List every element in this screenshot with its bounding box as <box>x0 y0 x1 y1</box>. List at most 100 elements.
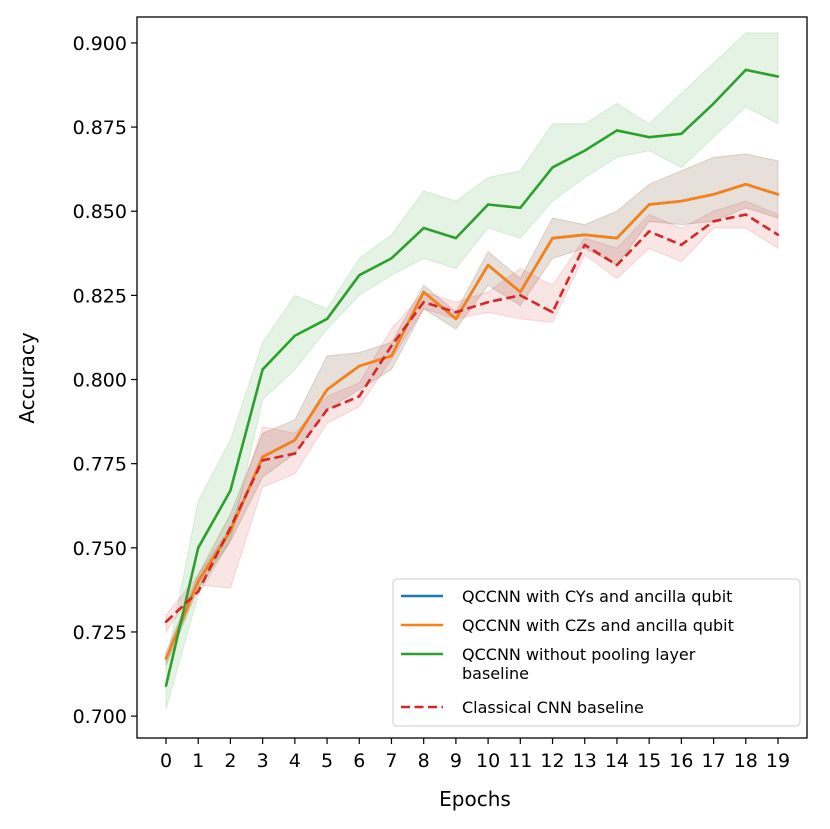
data-point-series-2-x-7 <box>390 257 393 260</box>
y-tick-label-7: 0.875 <box>73 117 127 139</box>
x-tick-label-19: 19 <box>766 750 790 772</box>
data-point-series-2-x-11 <box>519 206 522 210</box>
y-tick-label-1: 0.725 <box>73 622 127 644</box>
data-point-series-2-x-14 <box>615 129 619 132</box>
data-point-series-1-x-10 <box>486 263 490 267</box>
data-point-series-3-x-16 <box>680 243 683 247</box>
data-point-series-1-x-4 <box>293 438 297 442</box>
x-tick-label-17: 17 <box>701 750 725 772</box>
data-point-series-1-x-18 <box>744 183 747 186</box>
data-point-series-1-x-17 <box>712 193 715 196</box>
data-point-series-1-x-6 <box>358 364 361 368</box>
data-point-series-3-x-3 <box>261 459 264 462</box>
legend-box <box>392 578 801 727</box>
data-point-series-2-x-0 <box>164 684 168 688</box>
confidence-band-series-3 <box>165 200 779 634</box>
x-tick-label-4: 4 <box>289 750 301 772</box>
data-point-series-1-x-11 <box>519 290 522 294</box>
legend-label-1: QCCNN with CZs and ancilla qubit <box>462 616 734 635</box>
y-tick-label-4: 0.800 <box>73 370 127 392</box>
data-point-series-3-x-13 <box>583 243 586 247</box>
data-point-series-2-x-19 <box>776 75 780 78</box>
data-point-series-1-x-7 <box>390 354 393 358</box>
confidence-band-series-0 <box>165 153 779 666</box>
data-point-series-3-x-17 <box>712 220 715 223</box>
data-point-series-1-x-0 <box>164 657 168 661</box>
data-point-series-2-x-5 <box>325 317 329 321</box>
data-point-series-1-x-3 <box>261 455 264 459</box>
plot-frame <box>136 16 808 739</box>
x-tick-label-12: 12 <box>540 750 564 772</box>
legend-label-2: QCCNN without pooling layer baseline <box>462 645 696 683</box>
series-line-3 <box>165 213 779 623</box>
data-point-series-1-x-9 <box>454 317 458 321</box>
data-point-series-3-x-5 <box>325 408 329 412</box>
data-point-series-2-x-2 <box>229 489 232 492</box>
x-tick-label-1: 1 <box>192 750 204 772</box>
data-point-series-2-x-12 <box>551 166 554 169</box>
data-point-series-1-x-8 <box>422 290 425 294</box>
series-lines <box>164 68 780 688</box>
x-axis-ticks: 0 1 2 3 4 5 6 7 8 9 10 11 12 13 14 15 16 17 18 19 <box>160 738 790 772</box>
x-axis-title: Epochs <box>439 787 511 811</box>
y-tick-label-3: 0.775 <box>73 454 127 476</box>
data-point-series-3-x-6 <box>358 395 361 398</box>
x-tick-label-3: 3 <box>257 750 269 772</box>
y-tick-label-5: 0.825 <box>73 285 127 307</box>
data-point-series-3-x-9 <box>454 311 458 314</box>
x-tick-label-7: 7 <box>385 750 397 772</box>
legend-label-3: Classical CNN baseline <box>462 698 644 717</box>
data-point-series-3-x-11 <box>519 294 522 297</box>
data-point-series-3-x-14 <box>615 263 619 267</box>
data-point-series-2-x-18 <box>744 68 747 72</box>
data-point-series-3-x-8 <box>422 300 425 304</box>
x-tick-label-18: 18 <box>734 750 758 772</box>
data-point-series-2-x-17 <box>712 102 715 105</box>
y-axis-ticks: 0.700 0.725 0.750 0.775 0.800 0.825 0.850 0.875… <box>73 33 137 728</box>
x-tick-label-11: 11 <box>508 750 532 772</box>
series-line-2 <box>164 68 779 687</box>
data-point-series-3-x-19 <box>776 233 780 236</box>
y-tick-label-2: 0.750 <box>73 538 127 560</box>
data-point-series-1-x-16 <box>680 199 683 203</box>
data-point-series-2-x-8 <box>422 226 425 230</box>
data-point-series-1-x-5 <box>325 388 329 391</box>
legend: QCCNN with CYs and ancilla qubit QCCNN wi… <box>392 578 801 727</box>
data-point-series-1-x-19 <box>776 193 780 196</box>
data-point-series-1-x-12 <box>551 236 554 240</box>
data-point-series-2-x-1 <box>197 546 200 550</box>
x-tick-label-2: 2 <box>224 750 236 772</box>
x-tick-label-0: 0 <box>160 750 172 772</box>
data-point-series-2-x-13 <box>583 149 586 152</box>
data-point-series-2-x-16 <box>680 132 683 135</box>
series-line-1 <box>164 182 779 660</box>
data-point-series-3-x-7 <box>390 344 393 348</box>
y-tick-label-8: 0.900 <box>73 33 127 55</box>
data-point-series-3-x-10 <box>486 300 490 304</box>
x-tick-label-15: 15 <box>637 750 661 772</box>
data-point-series-2-x-9 <box>454 236 458 240</box>
data-point-series-2-x-3 <box>261 368 264 371</box>
data-point-series-3-x-2 <box>229 526 232 529</box>
data-point-series-3-x-4 <box>293 452 297 455</box>
data-point-series-1-x-1 <box>197 580 200 583</box>
x-tick-label-6: 6 <box>353 750 365 772</box>
y-tick-label-6: 0.850 <box>73 201 127 223</box>
data-point-series-1-x-15 <box>647 203 651 206</box>
data-point-series-3-x-12 <box>551 311 554 314</box>
data-point-series-3-x-18 <box>744 213 747 216</box>
x-tick-label-9: 9 <box>450 750 462 772</box>
data-point-series-3-x-0 <box>164 620 168 624</box>
x-tick-label-13: 13 <box>573 750 597 772</box>
x-tick-label-8: 8 <box>418 750 430 772</box>
data-point-series-1-x-13 <box>583 233 586 236</box>
data-point-series-2-x-15 <box>647 135 651 139</box>
data-point-series-3-x-15 <box>647 230 651 233</box>
data-point-series-2-x-4 <box>293 334 297 337</box>
data-point-series-1-x-14 <box>615 236 619 240</box>
confidence-band-series-1 <box>165 153 779 666</box>
x-tick-label-14: 14 <box>605 750 629 772</box>
x-tick-label-16: 16 <box>669 750 693 772</box>
y-tick-label-0: 0.700 <box>73 706 127 728</box>
